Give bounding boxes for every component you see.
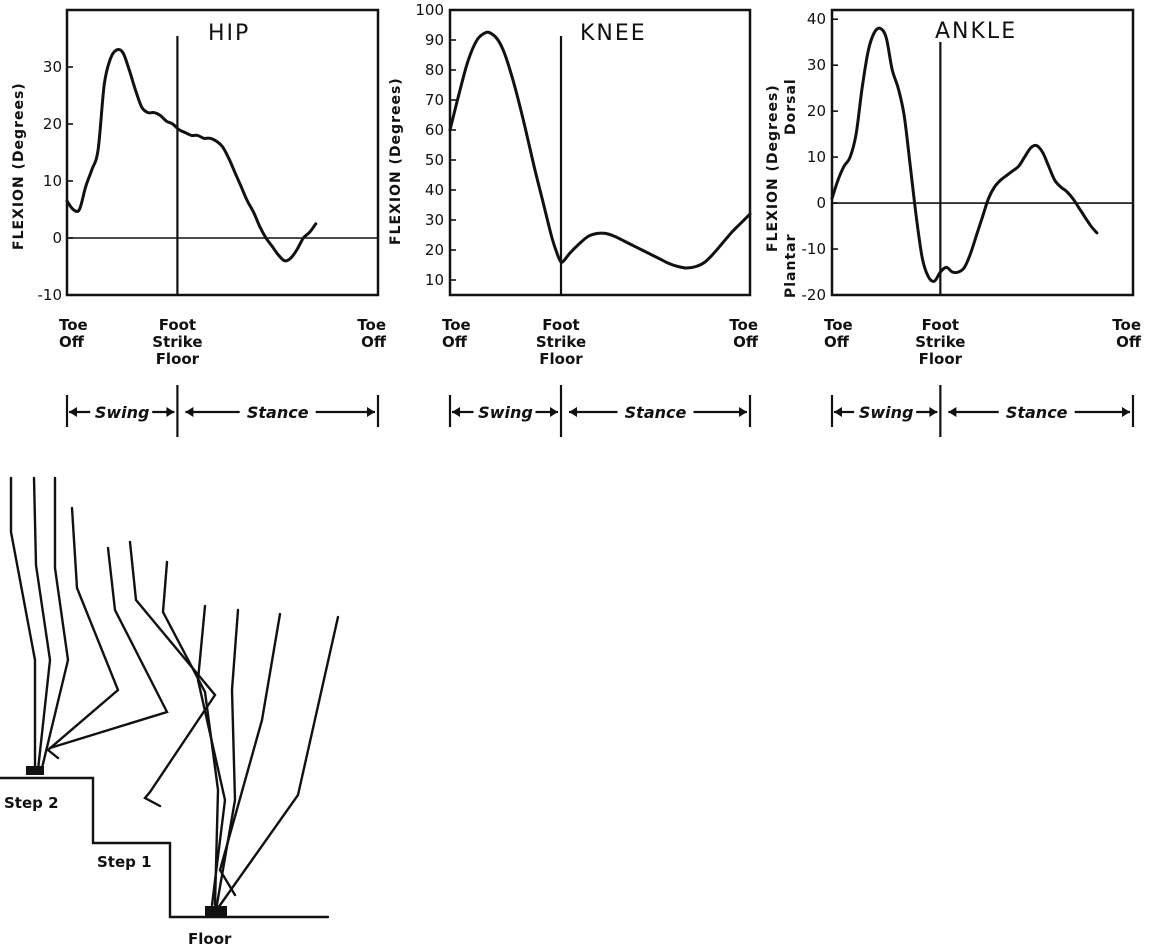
ankle-x-label-toe-off-end: Toe Off [1112, 316, 1142, 351]
leg-stick-10 [218, 612, 282, 897]
hip-series-line [65, 47, 318, 263]
step-2-label: Step 2 [4, 794, 59, 812]
ankle-x-label-foot-strike: Foot Strike Floor [915, 316, 965, 368]
hip-x-label-toe-off-end: Toe Off [357, 316, 387, 351]
knee-y-tick-label: 40 [425, 181, 444, 199]
ankle-series-line [830, 26, 1099, 283]
leg-stick-3 [40, 476, 70, 770]
floor-label: Floor [188, 930, 232, 948]
ankle-plot-frame [830, 8, 1135, 297]
foot-marker-floor [205, 906, 227, 916]
knee-y-tick-label: 80 [425, 61, 444, 79]
leg-stick-5 [48, 546, 169, 750]
hip-y-tick-label: 10 [43, 172, 62, 190]
ankle-y-tick-label: 20 [807, 102, 826, 120]
hip-swing-arrowhead-right [166, 407, 175, 417]
foot-marker-step-2 [26, 766, 44, 775]
hip-stance-arrowhead-left [185, 407, 194, 417]
knee-series-line [448, 30, 752, 270]
gait-phase-bars: Swing Stance Swing Stance Swing Stance [65, 385, 1135, 437]
hip-y-axis-label: FLEXION (Degrees) [11, 82, 27, 250]
hip-y-ticks: 30 20 10 0 -10 [38, 58, 73, 304]
knee-swing-arrowhead-right [550, 407, 558, 417]
knee-y-ticks: 100 90 80 70 60 50 40 30 20 10 [415, 1, 456, 289]
leg-stick-8 [196, 604, 227, 907]
knee-panel: KNEE FLEXION (Degrees) 100 90 80 70 60 50 40 30… [388, 1, 752, 297]
ankle-y-tick-label: -10 [802, 240, 827, 258]
hip-swing-label: Swing [95, 403, 150, 422]
leg-stick-4 [46, 506, 120, 760]
knee-plot-frame [448, 8, 752, 297]
stair-diagram: Step 2 Step 1 Floor [0, 476, 340, 948]
ankle-y-tick-label: -20 [802, 286, 827, 304]
stair-profile [0, 776, 330, 919]
knee-swing-arrowhead-left [452, 407, 460, 417]
ankle-x-label-toe-off-start: Toe Off [824, 316, 853, 351]
knee-y-tick-label: 10 [425, 271, 444, 289]
hip-stance-arrowhead-right [367, 407, 375, 417]
knee-y-tick-label: 60 [425, 121, 444, 139]
hip-y-tick-label: -10 [38, 286, 63, 304]
ankle-stance-label: Stance [1006, 403, 1068, 422]
leg-stick-figures [9, 476, 340, 916]
ankle-swing-arrowhead-right [929, 407, 938, 417]
knee-y-tick-label: 70 [425, 91, 444, 109]
leg-stick-2 [32, 476, 52, 772]
knee-y-tick-label: 100 [415, 1, 444, 19]
knee-y-axis-label: FLEXION (Degrees) [388, 77, 404, 245]
knee-y-tick-label: 50 [425, 151, 444, 169]
ankle-y-tick-label: 40 [807, 10, 826, 28]
knee-stance-label: Stance [625, 403, 687, 422]
knee-y-tick-label: 90 [425, 31, 444, 49]
leg-stick-6 [128, 540, 217, 808]
hip-x-label-toe-off-start: Toe Off [59, 316, 88, 351]
ankle-panel: ANKLE FLEXION (Degrees) Dorsal Plantar 4… [765, 8, 1135, 304]
hip-title: HIP [208, 21, 250, 46]
hip-panel: HIP FLEXION (Degrees) 30 20 10 0 -10 [11, 8, 380, 304]
knee-x-label-toe-off-end: Toe Off [729, 316, 759, 351]
ankle-y-ticks: 40 30 20 10 0 -10 -20 [802, 10, 838, 304]
knee-stance-arrowhead-right [739, 407, 747, 417]
knee-y-tick-label: 20 [425, 241, 444, 259]
ankle-y-axis-label: FLEXION (Degrees) [765, 84, 781, 252]
ankle-dorsal-label: Dorsal [783, 78, 799, 135]
hip-y-tick-label: 20 [43, 115, 62, 133]
ankle-stance-arrowhead-left [948, 407, 957, 417]
hip-x-label-foot-strike: Foot Strike Floor [152, 316, 202, 368]
leg-stick-9 [214, 608, 240, 912]
hip-y-tick-label: 0 [52, 229, 62, 247]
knee-y-tick-label: 30 [425, 211, 444, 229]
hip-stance-label: Stance [247, 403, 309, 422]
ankle-plantar-label: Plantar [783, 233, 799, 298]
hip-plot-frame [65, 8, 380, 297]
hip-swing-arrowhead-left [69, 407, 77, 417]
hip-y-tick-label: 30 [43, 58, 62, 76]
gait-x-labels: Toe Off Foot Strike Floor Toe Off Toe Off Foot Str… [59, 316, 1142, 368]
ankle-stance-arrowhead-right [1122, 407, 1130, 417]
knee-x-label-toe-off-start: Toe Off [442, 316, 471, 351]
knee-stance-arrowhead-left [569, 407, 577, 417]
step-1-label: Step 1 [97, 853, 152, 871]
knee-title: KNEE [580, 21, 647, 46]
leg-stick-1 [9, 476, 37, 772]
ankle-y-tick-label: 30 [807, 56, 826, 74]
knee-x-label-foot-strike: Foot Strike Floor [536, 316, 586, 368]
ankle-y-tick-label: 0 [816, 194, 826, 212]
ankle-swing-label: Swing [859, 403, 914, 422]
knee-swing-label: Swing [478, 403, 533, 422]
ankle-y-tick-label: 10 [807, 148, 826, 166]
ankle-swing-arrowhead-left [834, 407, 842, 417]
leg-stick-11 [216, 615, 340, 910]
ankle-title: ANKLE [935, 19, 1017, 44]
leg-stick-7 [161, 560, 220, 907]
